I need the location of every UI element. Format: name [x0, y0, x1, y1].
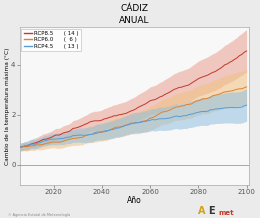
Legend: RCP8.5      ( 14 ), RCP6.0      (  6 ), RCP4.5      ( 13 ): RCP8.5 ( 14 ), RCP6.0 ( 6 ), RCP4.5 ( 13…	[21, 29, 81, 51]
Text: A: A	[198, 206, 205, 216]
X-axis label: Año: Año	[127, 196, 142, 205]
Text: © Agencia Estatal de Meteorología: © Agencia Estatal de Meteorología	[8, 213, 70, 217]
Y-axis label: Cambio de la temperatura máxima (°C): Cambio de la temperatura máxima (°C)	[4, 47, 10, 165]
Title: CÁDIZ
ANUAL: CÁDIZ ANUAL	[119, 4, 149, 25]
Text: E: E	[208, 206, 214, 216]
Text: met: met	[218, 210, 234, 216]
